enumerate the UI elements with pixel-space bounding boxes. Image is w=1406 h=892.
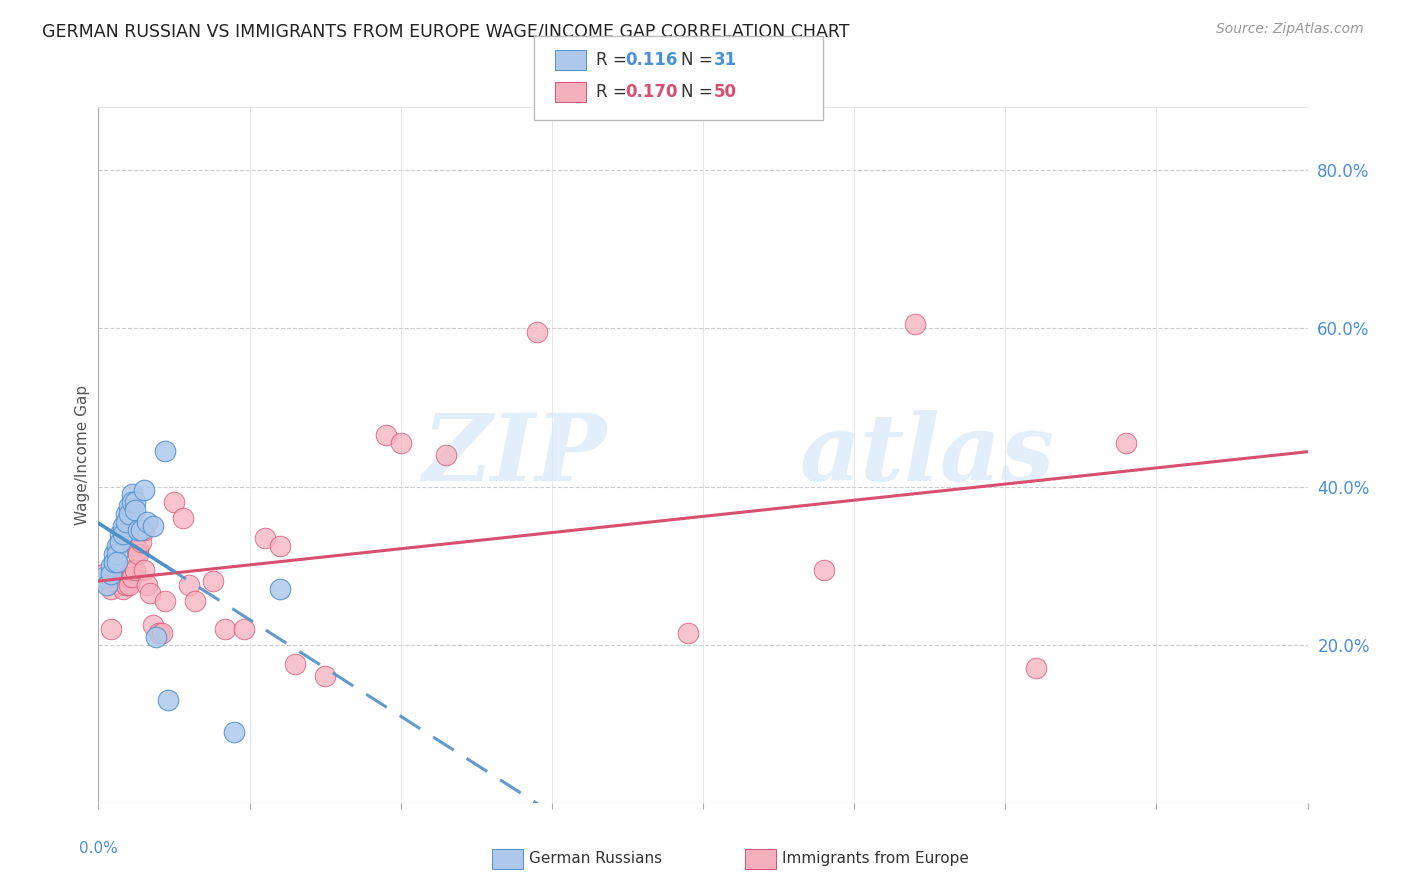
Point <box>129 534 152 549</box>
Text: 0.116: 0.116 <box>626 51 678 69</box>
Point <box>314 669 336 683</box>
Point <box>103 555 125 569</box>
Point <box>232 622 254 636</box>
Point <box>105 547 128 561</box>
Point <box>118 578 141 592</box>
Point <box>127 547 149 561</box>
Point <box>105 566 128 581</box>
Point <box>105 539 128 553</box>
Point <box>127 542 149 557</box>
Point <box>103 563 125 577</box>
Point <box>269 539 291 553</box>
Point <box>121 495 143 509</box>
Point <box>269 582 291 597</box>
Point <box>114 578 136 592</box>
Point <box>105 555 128 569</box>
Point <box>904 318 927 332</box>
Point <box>676 625 699 640</box>
Text: GERMAN RUSSIAN VS IMMIGRANTS FROM EUROPE WAGE/INCOME GAP CORRELATION CHART: GERMAN RUSSIAN VS IMMIGRANTS FROM EUROPE… <box>42 22 849 40</box>
Point <box>108 527 131 541</box>
Point <box>153 444 176 458</box>
Point <box>284 657 307 672</box>
Point <box>129 523 152 537</box>
Text: N =: N = <box>681 51 717 69</box>
Text: 0.170: 0.170 <box>626 83 678 101</box>
Text: 31: 31 <box>714 51 737 69</box>
Point <box>132 563 155 577</box>
Point <box>1115 436 1137 450</box>
Point <box>224 724 246 739</box>
Point <box>153 594 176 608</box>
Point <box>526 326 548 340</box>
Point <box>124 495 146 509</box>
Point <box>118 570 141 584</box>
Point <box>145 630 167 644</box>
Text: atlas: atlas <box>800 410 1054 500</box>
Point <box>135 578 157 592</box>
Point <box>389 436 412 450</box>
Point <box>96 578 118 592</box>
Point <box>124 539 146 553</box>
Point <box>127 523 149 537</box>
Point <box>172 511 194 525</box>
Point <box>156 693 179 707</box>
Point <box>139 586 162 600</box>
Point <box>118 507 141 521</box>
Point <box>1024 661 1046 675</box>
Point <box>96 574 118 589</box>
Point <box>114 570 136 584</box>
Point <box>124 563 146 577</box>
Text: R =: R = <box>596 51 633 69</box>
Point <box>108 570 131 584</box>
Text: R =: R = <box>596 83 633 101</box>
Point <box>132 483 155 498</box>
Point <box>132 523 155 537</box>
Point <box>100 558 122 573</box>
Point <box>142 519 165 533</box>
Point <box>103 547 125 561</box>
Text: Immigrants from Europe: Immigrants from Europe <box>782 851 969 865</box>
Point <box>118 500 141 514</box>
Point <box>163 495 186 509</box>
Text: 0.0%: 0.0% <box>79 841 118 856</box>
Point <box>121 570 143 584</box>
Point <box>214 622 236 636</box>
Point <box>93 570 115 584</box>
Point <box>434 448 457 462</box>
Text: German Russians: German Russians <box>529 851 662 865</box>
Point <box>202 574 225 589</box>
Point <box>150 625 173 640</box>
Point <box>108 578 131 592</box>
Point <box>374 428 396 442</box>
Point <box>121 563 143 577</box>
Point <box>148 625 170 640</box>
Point <box>114 507 136 521</box>
Point <box>142 618 165 632</box>
Point <box>103 570 125 584</box>
Point <box>135 515 157 529</box>
Point <box>253 531 276 545</box>
Point <box>111 570 134 584</box>
Point <box>179 578 201 592</box>
Point <box>111 519 134 533</box>
Point <box>121 487 143 501</box>
Point <box>100 582 122 597</box>
Point <box>100 566 122 581</box>
Point <box>124 503 146 517</box>
Y-axis label: Wage/Income Gap: Wage/Income Gap <box>75 384 90 525</box>
Text: N =: N = <box>681 83 717 101</box>
Text: 50: 50 <box>714 83 737 101</box>
Text: ZIP: ZIP <box>422 410 606 500</box>
Text: Source: ZipAtlas.com: Source: ZipAtlas.com <box>1216 22 1364 37</box>
Point <box>100 622 122 636</box>
Point <box>111 582 134 597</box>
Point <box>111 527 134 541</box>
Point <box>93 566 115 581</box>
Point <box>184 594 207 608</box>
Point <box>114 515 136 529</box>
Point <box>108 534 131 549</box>
Point <box>813 563 835 577</box>
